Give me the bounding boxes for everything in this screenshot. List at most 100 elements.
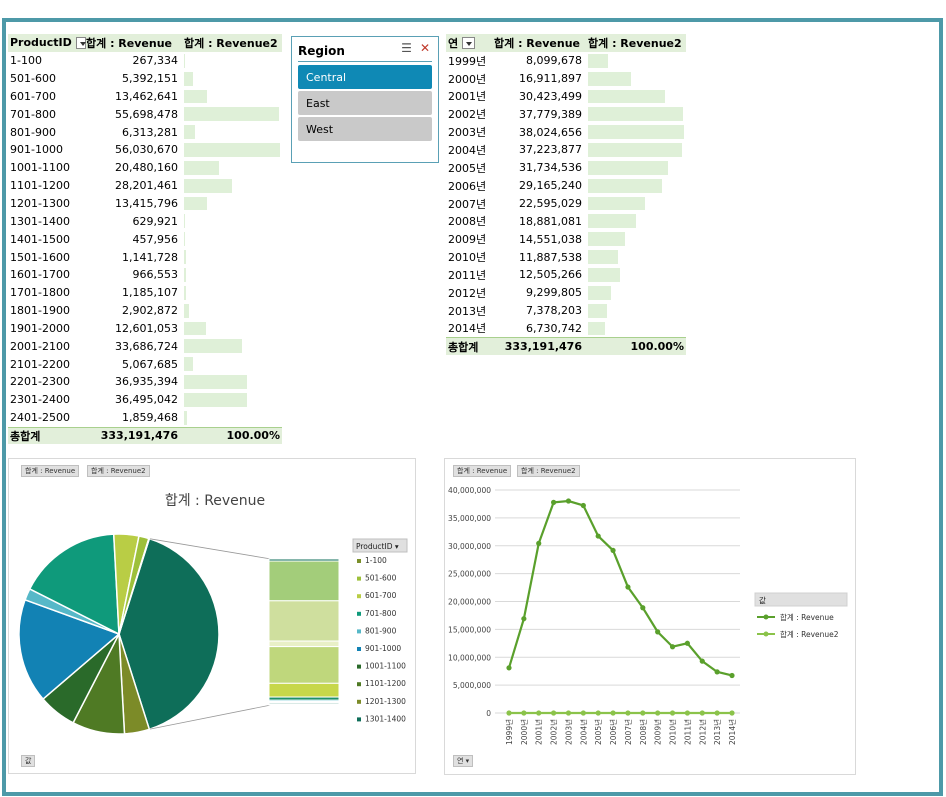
year-row-databar — [586, 70, 686, 88]
product-pivot-table: ProductID 합계 : Revenue 합계 : Revenue2 1-1… — [8, 34, 282, 445]
product-row: 1001-1100 20,480,160 — [8, 159, 282, 177]
year-row-label: 2007년 — [448, 197, 487, 211]
product-databar-fill — [184, 71, 194, 86]
year-row-databar — [586, 177, 686, 195]
year-row-value: 14,551,038 — [519, 232, 582, 246]
productid-header-label: ProductID — [10, 36, 72, 50]
product-row-label: 2001-2100 — [10, 339, 70, 353]
year-databar-fill — [588, 196, 646, 211]
year-row: 2011년 12,505,266 — [446, 266, 686, 284]
line-series-1-point — [640, 605, 646, 611]
line-x-tick-label: 2013년 — [712, 719, 722, 745]
product-databar-fill — [184, 357, 193, 372]
line-series-2-point — [684, 710, 690, 716]
product-row-label: 701-800 — [10, 107, 56, 121]
line-series-2-point — [625, 710, 631, 716]
year-row: 2006년 29,165,240 — [446, 177, 686, 195]
product-databar-fill — [184, 89, 208, 104]
product-row-databar — [182, 373, 282, 391]
line-series-1-point — [625, 584, 631, 590]
line-series-2-point — [551, 710, 557, 716]
product-databar-fill — [184, 285, 187, 300]
line-y-tick-label: 5,000,000 — [453, 681, 491, 690]
line-y-tick-label: 0 — [486, 709, 491, 718]
product-databar-fill — [184, 232, 185, 247]
product-databar-fill — [184, 143, 280, 157]
multi-select-icon[interactable]: ☰ — [401, 41, 412, 55]
slicer-title: Region — [298, 43, 345, 58]
line-y-tick-label: 15,000,000 — [448, 625, 491, 634]
slicer-item-west[interactable]: West — [298, 117, 432, 141]
product-row-label: 2201-2300 — [10, 375, 70, 389]
product-row-value: 6,313,281 — [122, 125, 178, 139]
product-row-label: 901-1000 — [10, 143, 63, 157]
clear-filter-icon[interactable]: ✕ — [419, 41, 430, 55]
line-chart-box[interactable]: 합계 : Revenue 합계 : Revenue2 0 5,000,000 10,… — [444, 458, 856, 775]
product-row: 1201-1300 13,415,796 — [8, 195, 282, 213]
line-y-tick-label: 10,000,000 — [448, 653, 491, 662]
line-field-button-revenue2[interactable]: 합계 : Revenue2 — [517, 465, 580, 477]
product-row: 1601-1700 966,553 — [8, 266, 282, 284]
pie-legend-title-button[interactable] — [352, 538, 408, 553]
year-databar-fill — [588, 143, 682, 157]
year-total-percent: 100.00% — [630, 340, 684, 354]
pie-field-button-revenue[interactable]: 합계 : Revenue — [21, 465, 80, 477]
line-legend-label: 합계 : Revenue2 — [780, 629, 839, 639]
line-series-1-point — [684, 640, 690, 646]
line-field-button-revenue[interactable]: 합계 : Revenue — [453, 465, 512, 477]
line-x-tick-label: 2010년 — [668, 719, 678, 745]
year-row-value: 6,730,742 — [526, 321, 582, 335]
product-databar-fill — [184, 339, 242, 354]
product-row-databar — [182, 195, 282, 213]
total-value: 333,191,476 — [100, 429, 178, 443]
year-row-value: 12,505,266 — [519, 268, 582, 282]
year-row-value: 18,881,081 — [519, 214, 582, 228]
line-axis-button[interactable]: 연 ▾ — [453, 755, 474, 767]
product-row-value: 457,956 — [132, 232, 179, 246]
slicer-item-central[interactable]: Central — [298, 65, 432, 89]
slicer-item-east[interactable]: East — [298, 91, 432, 115]
pie-legend-swatch — [357, 629, 361, 634]
product-row: 1701-1800 1,185,107 — [8, 284, 282, 302]
line-x-tick-label: 2014년 — [727, 719, 737, 745]
product-row-label: 1-100 — [10, 54, 42, 68]
product-row-label: 601-700 — [10, 89, 56, 103]
year-row-label: 2012년 — [448, 286, 487, 300]
line-x-tick-label: 1999년 — [504, 719, 514, 745]
product-row: 1501-1600 1,141,728 — [8, 248, 282, 266]
year-row-value: 38,024,656 — [519, 125, 582, 139]
product-row-value: 1,141,728 — [122, 250, 178, 264]
year-databar-fill — [588, 250, 618, 264]
line-series-2-point — [729, 710, 735, 716]
pie-legend-swatch — [357, 559, 361, 563]
year-row-databar — [586, 302, 686, 320]
productid-filter-dropdown[interactable] — [75, 36, 86, 49]
product-row-value: 5,067,685 — [122, 357, 178, 371]
product-databar-fill — [184, 107, 280, 122]
product-row: 501-600 5,392,151 — [8, 70, 282, 88]
year-databar-fill — [588, 303, 607, 318]
product-row: 1401-1500 457,956 — [8, 230, 282, 248]
line-legend-title: 값 — [759, 596, 766, 605]
year-row-databar — [586, 105, 686, 123]
pie-chart-box[interactable]: 합계 : Revenue 합계 : Revenue2 합계 : Revenue … — [8, 458, 416, 774]
year-filter-dropdown[interactable] — [462, 36, 476, 49]
pie-values-button[interactable]: 값 — [21, 755, 36, 767]
product-row-value: 5,392,151 — [122, 72, 178, 86]
pie-legend-label: 601-700 — [365, 591, 397, 600]
year-row-label: 2010년 — [448, 251, 487, 265]
year-total-value: 333,191,476 — [504, 340, 582, 354]
year-databar-fill — [588, 178, 662, 193]
year-revenue-header: 합계 : Revenue — [494, 36, 580, 50]
year-row-label: 2014년 — [448, 322, 487, 336]
line-series-1-point — [610, 547, 616, 554]
year-row-databar — [586, 159, 686, 177]
line-series-2-point — [655, 710, 661, 716]
product-row-value: 2,902,872 — [122, 304, 178, 318]
product-table-header: ProductID 합계 : Revenue 합계 : Revenue2 — [8, 34, 282, 52]
line-legend-title-button[interactable] — [754, 592, 848, 607]
year-databar-fill — [588, 267, 620, 282]
year-row-label: 2002년 — [448, 108, 487, 122]
product-databar-fill — [184, 321, 206, 336]
pie-field-button-revenue2[interactable]: 합계 : Revenue2 — [87, 465, 150, 477]
